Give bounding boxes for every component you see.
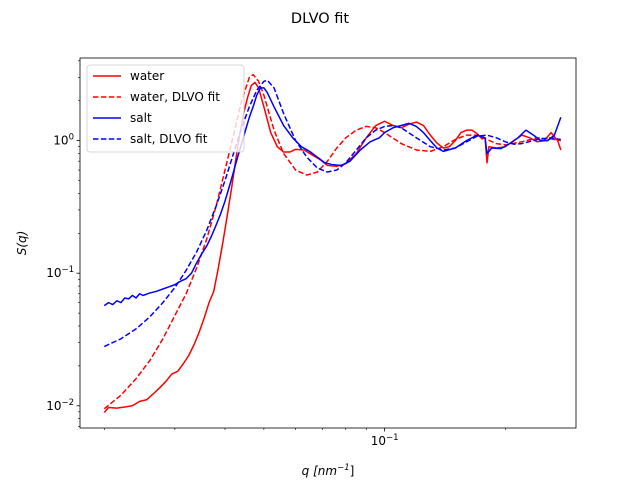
- x-axis-label: q [nm−1]: [302, 463, 355, 478]
- legend: water water, DLVO fit salt salt, DLVO fit: [86, 64, 245, 153]
- chart-title: DLVO fit: [291, 11, 349, 27]
- y-tick-label: 100: [53, 133, 74, 148]
- major-ticks: 10−1 10−2 10−1 100: [46, 133, 398, 448]
- x-tick-label: 10−1: [371, 433, 399, 448]
- legend-label: salt: [130, 111, 152, 125]
- legend-frame: [86, 64, 245, 153]
- legend-label: water: [130, 69, 164, 83]
- y-tick-label: 10−1: [46, 265, 74, 280]
- series-line-salt: [103, 87, 562, 307]
- legend-label: water, DLVO fit: [130, 90, 220, 104]
- legend-label: salt, DLVO fit: [130, 132, 208, 146]
- series-layer: [103, 73, 562, 413]
- series-line-salt-dlvo-fit: [103, 79, 561, 348]
- y-tick-label: 10−2: [46, 398, 74, 413]
- y-axis-label: S(q): [15, 231, 29, 256]
- plot-frame: [79, 57, 577, 429]
